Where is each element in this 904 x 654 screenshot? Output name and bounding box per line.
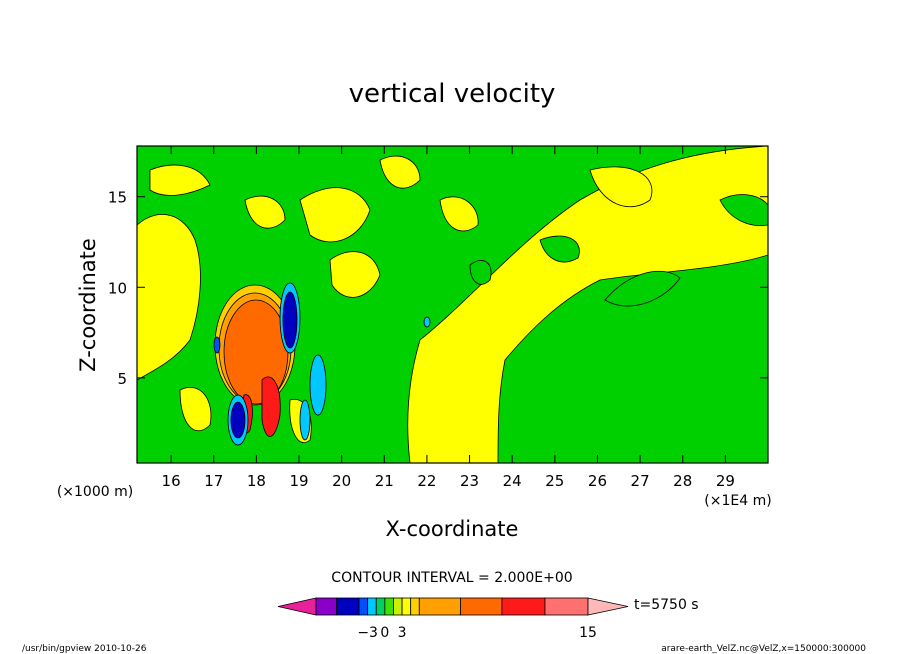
y-tick-label: 15 (108, 189, 127, 207)
x-tick-label: 21 (375, 472, 394, 490)
colorbar-segment (401, 597, 412, 616)
time-label: t=5750 s (634, 597, 699, 613)
updraft-core (214, 284, 296, 437)
y-tick-label: 10 (108, 279, 127, 297)
colorbar-segment (336, 597, 360, 616)
colorbar-segment (544, 597, 589, 616)
colorbar-segment (315, 597, 338, 616)
x-tick-label: 19 (289, 472, 308, 490)
x-unit-left: (×1000 m) (57, 484, 133, 500)
colorbar: −3 0 3 15 (277, 597, 629, 641)
x-tick-label: 17 (204, 472, 223, 490)
y-axis-title: Z-coordinate (76, 238, 100, 372)
yellow-regions (137, 146, 768, 463)
colorbar-segment (375, 597, 386, 616)
colorbar-label: −3 (357, 625, 378, 641)
x-axis-title: X-coordinate (386, 517, 519, 541)
y-axis-ticks: 5 10 15 (108, 189, 768, 388)
colorbar-segment (384, 597, 394, 616)
colorbar-segment (501, 597, 546, 616)
contour-field (137, 146, 768, 463)
x-tick-label: 22 (417, 472, 436, 490)
colorbar-segment (358, 597, 369, 616)
footer-right: arare-earth_VelZ.nc@VelZ,x=150000:300000 (661, 644, 866, 654)
colorbar-label: 3 (398, 625, 407, 641)
x-tick-label: 24 (503, 472, 522, 490)
x-tick-label: 27 (631, 472, 650, 490)
x-tick-label: 20 (332, 472, 351, 490)
x-tick-label: 16 (162, 472, 181, 490)
x-tick-label: 18 (247, 472, 266, 490)
green-islands (469, 194, 768, 307)
plot-frame (136, 145, 769, 464)
x-tick-label: 28 (673, 472, 692, 490)
colorbar-arrow-left (277, 597, 317, 616)
y-tick-label: 5 (117, 370, 127, 388)
colorbar-label: 15 (579, 625, 597, 641)
contour-interval-label: CONTOUR INTERVAL = 2.000E+00 (331, 570, 572, 586)
colorbar-segment (418, 597, 462, 616)
chart-title: vertical velocity (349, 79, 556, 109)
colorbar-arrow-right (587, 597, 629, 616)
colorbar-segment (367, 597, 377, 616)
colorbar-segment (410, 597, 420, 616)
footer-left: /usr/bin/gpview 2010-10-26 (22, 644, 147, 654)
x-tick-label: 29 (716, 472, 735, 490)
x-unit-right: (×1E4 m) (704, 493, 771, 509)
colorbar-segment (393, 597, 403, 616)
colorbar-segment (460, 597, 503, 616)
x-tick-label: 23 (460, 472, 479, 490)
x-axis-ticks: 16 17 18 19 20 21 22 23 24 25 26 27 28 29 (162, 146, 735, 490)
x-tick-label: 25 (545, 472, 564, 490)
downdrafts (213, 282, 431, 446)
colorbar-label: 0 (380, 625, 389, 641)
x-tick-label: 26 (588, 472, 607, 490)
